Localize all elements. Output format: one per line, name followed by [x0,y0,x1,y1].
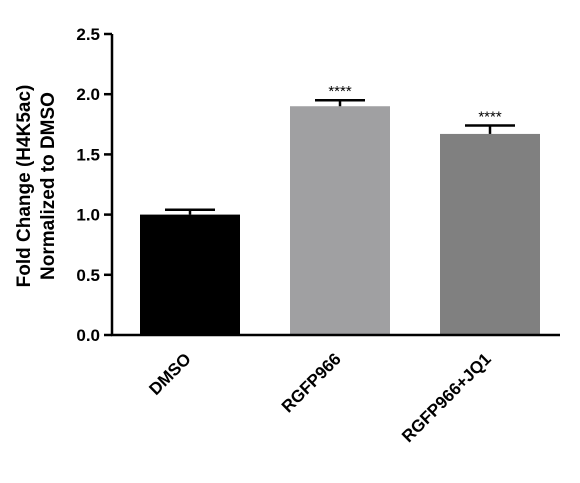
bar-rgfp966 [290,106,390,336]
y-axis-title-line-2: Normalized to DMSO [38,92,59,280]
y-tick-label: 1.5 [76,145,100,164]
y-axis-ticks: 0.0 0.5 1.0 1.5 2.0 2.5 [76,25,112,345]
axes [110,34,560,337]
significance-marker: **** [328,83,352,100]
x-category-label: RGFP966 [278,349,345,416]
y-tick-label: 2.0 [76,85,100,104]
y-axis-title-line-1: Fold Change (H4K5ac) [14,85,35,288]
bar-rgfp966-jq1 [440,133,540,335]
x-axis-category-labels: DMSO RGFP966 RGFP966+JQ1 [145,349,494,446]
significance-marker: **** [478,109,502,126]
y-tick-label: 2.5 [76,25,100,44]
y-axis-title: Fold Change (H4K5ac) Normalized to DMSO [14,85,59,288]
y-tick-label: 0.0 [76,326,100,345]
y-tick-label: 0.5 [76,266,100,285]
x-category-label: RGFP966+JQ1 [398,349,495,446]
bar-dmso [140,214,240,335]
bars: **** **** [140,83,540,336]
y-tick-label: 1.0 [76,206,100,225]
x-category-label: DMSO [145,349,194,398]
